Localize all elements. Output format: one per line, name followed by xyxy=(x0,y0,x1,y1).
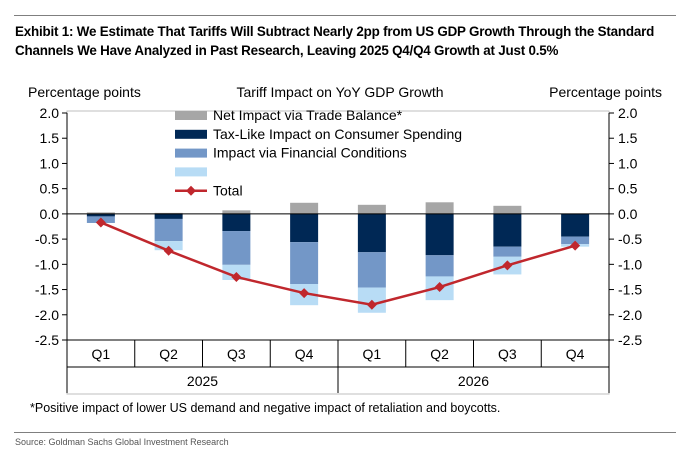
bar-segment-series-3 xyxy=(493,246,522,257)
total-point xyxy=(570,240,581,251)
y-tick-label-right: -2.5 xyxy=(618,332,642,348)
x-tick-label: Q2 xyxy=(159,346,178,362)
bar-segment-series-2 xyxy=(290,213,319,243)
bars xyxy=(86,202,590,313)
y-tick-label-right: -0.5 xyxy=(618,231,642,247)
y-tick-label-right: 1.0 xyxy=(618,155,638,171)
legend-label-total: Total xyxy=(213,183,243,199)
y-tick-label-left: 0.5 xyxy=(40,181,60,197)
bar-segment-series-1 xyxy=(86,212,115,214)
x-tick-label: Q1 xyxy=(92,346,111,362)
legend-swatch-series-1 xyxy=(175,111,207,120)
y-tick-label-left: 0.0 xyxy=(40,206,60,222)
bar-segment-series-1 xyxy=(425,202,454,214)
total-point xyxy=(366,299,377,310)
total-point xyxy=(163,245,174,256)
bar-segment-series-2 xyxy=(561,213,590,237)
bar-segment-series-3 xyxy=(357,252,386,288)
total-point xyxy=(299,288,310,299)
y-tick-label-right: -1.0 xyxy=(618,256,642,272)
legend-swatch-series-3 xyxy=(175,148,207,158)
y-tick-label-left: 1.0 xyxy=(40,155,60,171)
source-note: Source: Goldman Sachs Global Investment … xyxy=(15,437,229,447)
legend: Net Impact via Trade Balance* Tax-Like Im… xyxy=(175,107,462,199)
y-tick-label-left: 2.0 xyxy=(40,105,60,121)
legend-marker-total xyxy=(186,185,196,196)
bar-segment-series-3 xyxy=(425,255,454,277)
y-tick-label-right: 1.5 xyxy=(618,130,638,146)
bar-segment-series-1 xyxy=(290,202,319,214)
legend-label-series-2: Tax-Like Impact on Consumer Spending xyxy=(213,126,462,142)
exhibit-title: Exhibit 1: We Estimate That Tariffs Will… xyxy=(15,24,655,58)
bar-segment-series-2 xyxy=(154,213,183,219)
y-tick-label-right: -2.0 xyxy=(618,307,642,323)
footnote: *Positive impact of lower US demand and … xyxy=(30,401,501,415)
bar-segment-series-2 xyxy=(493,213,522,247)
x-tick-label: Q1 xyxy=(363,346,382,362)
x-axis: Q1 Q2 Q3 Q4 Q1 Q2 Q3 Q4 2025 2026 xyxy=(66,339,610,393)
total-point xyxy=(502,260,513,271)
legend-swatch-series-2 xyxy=(175,129,207,139)
y-ticks-left: 2.0 1.5 1.0 0.5 0.0 -0.5 -1.0 -1.5 -2.0 -2.5 xyxy=(35,105,67,348)
total-series-line xyxy=(100,221,576,306)
bar-segment-series-4 xyxy=(154,241,183,251)
y-axis-label-left: Percentage points xyxy=(28,84,141,100)
legend-swatch-series-4 xyxy=(175,167,207,177)
bottom-rule xyxy=(14,432,676,433)
bar-segment-series-2 xyxy=(86,213,115,217)
bar-segment-series-1 xyxy=(154,212,183,214)
y-tick-label-left: -1.0 xyxy=(35,256,59,272)
y-axis-label-right: Percentage points xyxy=(549,84,662,100)
bar-segment-series-1 xyxy=(493,205,522,214)
total-point xyxy=(231,271,242,282)
y-tick-label-left: -2.5 xyxy=(35,332,59,348)
year-group-label: 2026 xyxy=(458,373,489,389)
bar-segment-series-1 xyxy=(357,204,386,214)
x-tick-label: Q4 xyxy=(566,346,585,362)
chart-title: Tariff Impact on YoY GDP Growth xyxy=(237,84,444,100)
y-tick-label-left: -0.5 xyxy=(35,231,59,247)
x-tick-label: Q2 xyxy=(430,346,449,362)
x-tick-label: Q4 xyxy=(295,346,314,362)
top-rule xyxy=(14,15,676,16)
bar-segment-series-2 xyxy=(425,213,454,256)
legend-label-series-1: Net Impact via Trade Balance* xyxy=(213,107,403,123)
year-group-label: 2025 xyxy=(187,373,218,389)
y-tick-label-left: -1.5 xyxy=(35,282,59,298)
bar-segment-series-2 xyxy=(357,213,386,253)
y-tick-label-right: 0.5 xyxy=(618,181,638,197)
bar-segment-series-2 xyxy=(222,213,251,232)
y-tick-label-right: -1.5 xyxy=(618,282,642,298)
total-point xyxy=(434,282,445,293)
y-tick-label-left: 1.5 xyxy=(40,130,60,146)
x-tick-label: Q3 xyxy=(227,346,246,362)
y-tick-label-right: 2.0 xyxy=(618,105,638,121)
y-tick-label-left: -2.0 xyxy=(35,307,59,323)
total-line xyxy=(95,217,581,310)
legend-label-series-3: Impact via Financial Conditions xyxy=(213,145,407,161)
bar-segment-series-3 xyxy=(154,218,183,242)
bar-segment-series-3 xyxy=(290,242,319,285)
bar-segment-series-3 xyxy=(561,236,590,245)
bar-segment-series-1 xyxy=(222,210,251,214)
chart: Tariff Impact on YoY GDP Growth Percenta… xyxy=(28,84,662,395)
y-ticks-right: 2.0 1.5 1.0 0.5 0.0 -0.5 -1.0 -1.5 -2.0 -2.5 xyxy=(609,105,642,348)
x-tick-label: Q3 xyxy=(498,346,517,362)
total-point xyxy=(95,217,106,228)
bar-segment-series-3 xyxy=(222,231,251,265)
y-tick-label-right: 0.0 xyxy=(618,206,638,222)
